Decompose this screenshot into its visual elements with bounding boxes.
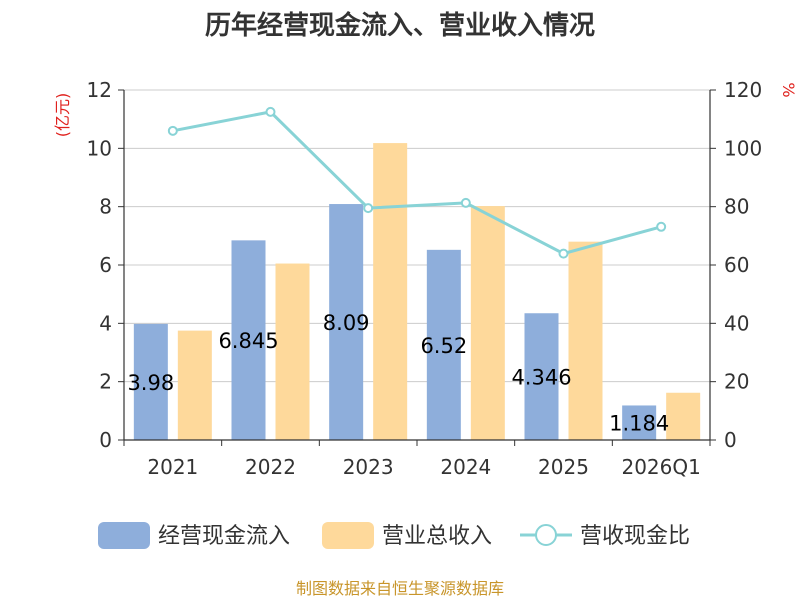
x-tick-label: 2022 [245, 455, 296, 479]
bar-value-label: 8.09 [323, 311, 370, 335]
y-left-tick-label: 4 [99, 311, 112, 335]
line-point [363, 203, 374, 214]
x-tick-label: 2026Q1 [621, 455, 700, 479]
legend-label: 营业总收入 [382, 524, 492, 549]
bar-value-label: 6.845 [218, 329, 278, 353]
legend-swatch [322, 522, 374, 549]
y-left-tick-label: 0 [99, 428, 112, 452]
bar [666, 392, 701, 440]
y-left-unit: (亿元) [53, 93, 72, 138]
bar [524, 313, 559, 440]
x-tick-label: 2024 [440, 455, 491, 479]
y-left-tick-label: 12 [87, 78, 112, 102]
x-tick-label: 2021 [147, 455, 198, 479]
grid-lines [124, 89, 710, 383]
line-point [558, 248, 569, 259]
y-left-tick-label: 6 [99, 253, 112, 277]
line-point [460, 197, 471, 208]
bar-value-label: 3.98 [127, 371, 174, 395]
bar [622, 405, 657, 440]
legend-swatch [98, 522, 150, 549]
bar [275, 263, 310, 440]
ratio-line [167, 106, 667, 259]
y-right-tick-label: 40 [724, 311, 749, 335]
source-note: 制图数据来自恒生聚源数据库 [296, 579, 504, 598]
bar [177, 330, 212, 440]
y-right-tick-label: 120 [724, 78, 762, 102]
legend-label: 营收现金比 [580, 524, 690, 549]
bar [231, 240, 266, 440]
line-point [265, 106, 276, 117]
bar [470, 206, 505, 440]
y-right-tick-label: 80 [724, 195, 749, 219]
y-right-tick-label: 0 [724, 428, 737, 452]
x-tick-label: 2025 [538, 455, 589, 479]
bar-value-label: 6.52 [420, 334, 467, 358]
legend-swatch-marker [535, 524, 557, 546]
bar [568, 241, 603, 440]
line-point [167, 125, 178, 136]
y-right-tick-label: 100 [724, 136, 762, 160]
bar [329, 204, 364, 440]
y-left-tick-label: 10 [87, 136, 112, 160]
line-point [656, 221, 667, 232]
legend: 经营现金流入 营业总收入 营收现金比 [98, 522, 690, 549]
bar [373, 143, 408, 441]
series-line [172, 110, 662, 256]
x-tick-label: 2023 [343, 455, 394, 479]
y-left-tick-label: 8 [99, 195, 112, 219]
y-right-unit: % [779, 82, 798, 97]
y-right-tick-label: 60 [724, 253, 749, 277]
y-left-tick-label: 2 [99, 370, 112, 394]
bar [133, 323, 168, 440]
chart-title: 历年经营现金流入、营业收入情况 [205, 10, 595, 41]
bar [426, 249, 461, 440]
y-right-tick-label: 20 [724, 370, 749, 394]
legend-label: 经营现金流入 [158, 524, 290, 549]
bar-value-label: 1.184 [609, 412, 669, 436]
bars [133, 143, 701, 441]
bar-value-label: 4.346 [511, 366, 571, 390]
bar-labels: 3.98 6.845 8.09 6.52 4.346 1.184 [127, 311, 669, 436]
